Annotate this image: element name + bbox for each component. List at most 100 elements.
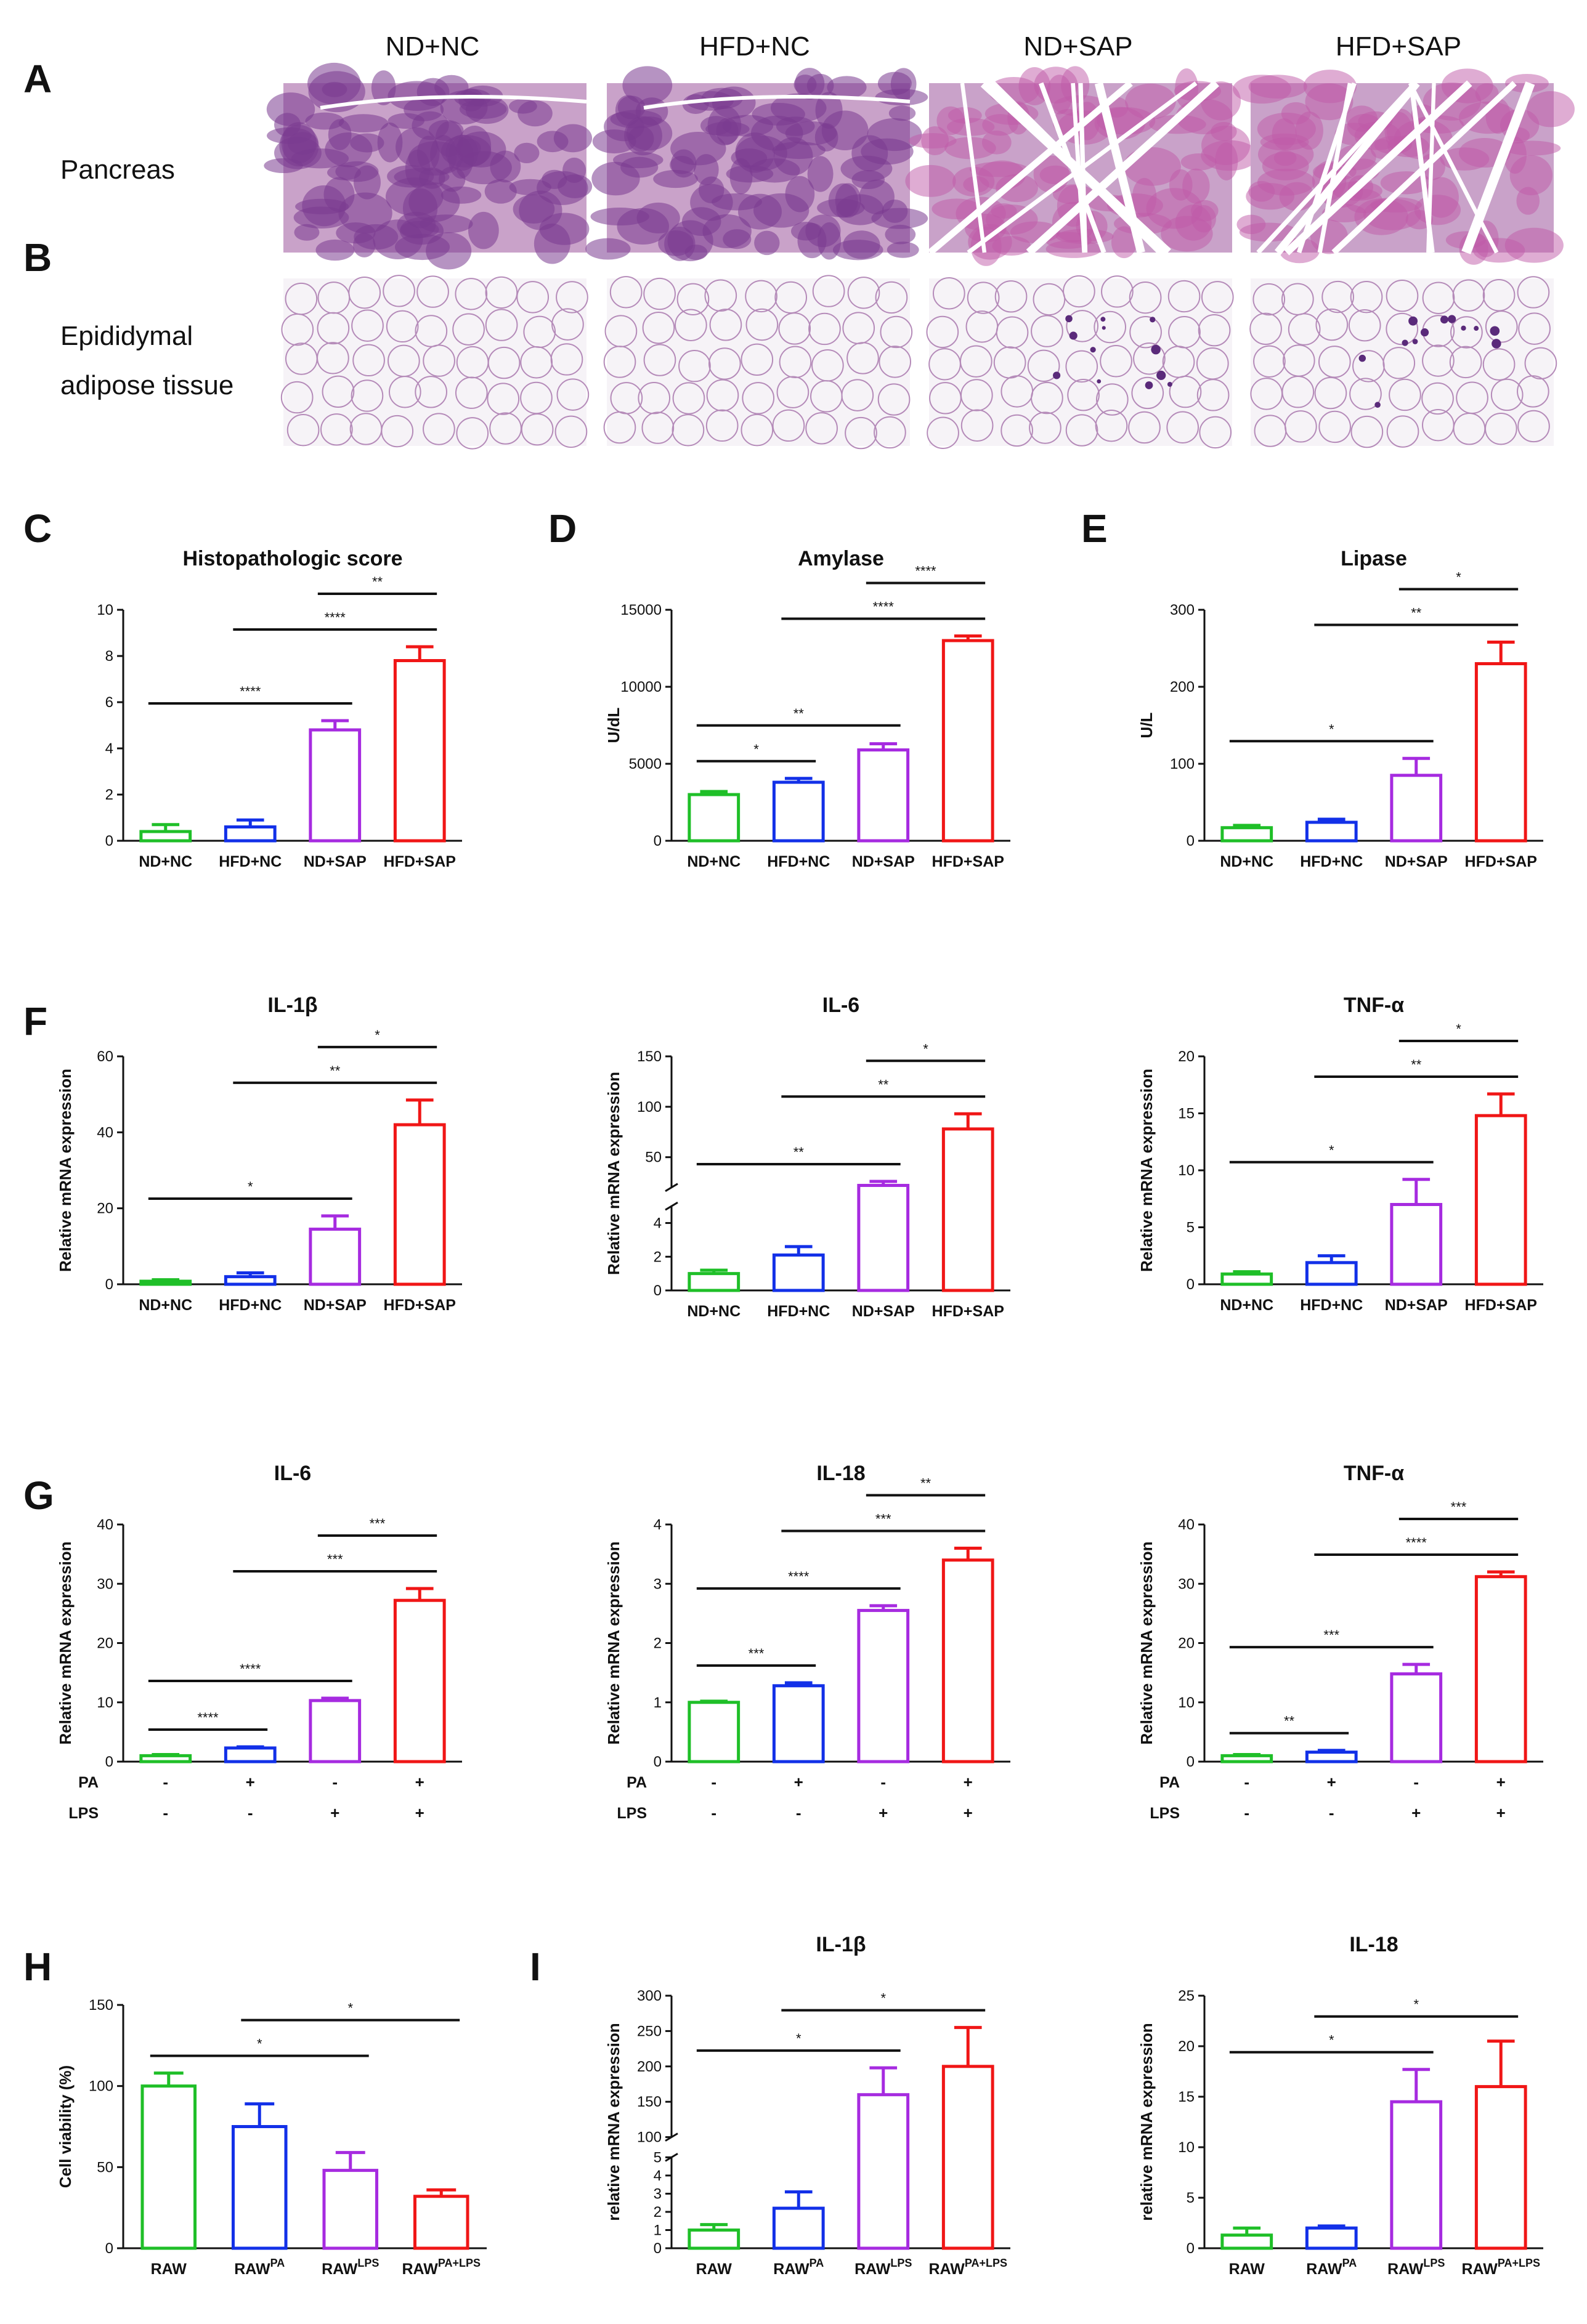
inflammatory-cell [1420, 328, 1429, 337]
inflammatory-cell [1069, 331, 1078, 340]
interlobular-gap [1426, 83, 1436, 253]
chart-4-il-6: 0 2 4 50 100 150 IL-6 Relative mRNA expression N… [604, 994, 1010, 1320]
panel-letter-i: I [530, 1945, 541, 1989]
adipocyte [1382, 347, 1416, 379]
inflammatory-cell [1440, 315, 1448, 324]
inflammatory-cell [1167, 381, 1172, 387]
y-tick-label: 15 [1178, 2089, 1195, 2105]
y-tick-label: 5 [654, 2149, 662, 2166]
chart-title: TNF-α [1344, 1462, 1404, 1485]
adipocyte [776, 376, 810, 408]
significance-label: **** [788, 1569, 810, 1584]
tissue-lobule [468, 211, 499, 249]
tissue-lobule [754, 230, 780, 256]
significance-label: **** [873, 599, 895, 615]
y-tick-label: 0 [105, 1276, 113, 1293]
treatment-sign: + [879, 1804, 888, 1822]
adipocyte [1133, 342, 1166, 375]
panel-letter-d: D [548, 506, 577, 551]
x-tick-label: HFD+NC [767, 1303, 830, 1320]
tissue-lobule [585, 238, 631, 260]
adipocyte [1129, 281, 1162, 314]
x-tick-label: RAW [1229, 2261, 1265, 2278]
x-tick-label: HFD+NC [1300, 853, 1363, 870]
significance-label: * [375, 1027, 380, 1043]
y-tick-label: 150 [637, 1048, 662, 1065]
histology-image-row0-col3 [1233, 68, 1575, 265]
significance-label: **** [915, 564, 936, 579]
inflammatory-cell [1490, 326, 1500, 336]
y-tick-label: 60 [97, 1048, 113, 1065]
y-axis-label: relative mRNA expression [1137, 2023, 1156, 2221]
y-tick-label: 3 [654, 2185, 662, 2202]
y-tick-label: 0 [1187, 833, 1195, 849]
treatment-sign: - [163, 1773, 168, 1791]
y-tick-label: 100 [637, 1099, 662, 1115]
tissue-lobule [1111, 226, 1137, 259]
y-axis-label: Relative mRNA expression [604, 1072, 623, 1275]
adipocyte [1349, 378, 1382, 410]
adipocyte [1422, 344, 1455, 377]
chart-title: Amylase [798, 547, 884, 570]
panel-letter-a: A [23, 57, 52, 101]
y-tick-label: 4 [105, 740, 113, 757]
histology-image-row1-col1 [603, 275, 913, 450]
significance-label: *** [1451, 1499, 1467, 1515]
x-tick-label: RAWLPS [322, 2257, 379, 2278]
adipocyte [521, 413, 554, 446]
adipocyte [772, 409, 805, 442]
chart-title: IL-1β [267, 994, 317, 1017]
adipocyte [1065, 414, 1098, 447]
inflammatory-cell [1065, 315, 1073, 323]
adipocyte [779, 346, 812, 378]
significance-label: **** [197, 1710, 219, 1725]
adipocyte [1167, 280, 1201, 313]
y-tick-label: 10 [97, 1694, 113, 1711]
histology-image-background [1251, 278, 1554, 446]
tissue-lobule [705, 121, 750, 137]
adipocyte [455, 376, 488, 409]
treatment-sign: - [880, 1773, 886, 1791]
treatment-label: PA [78, 1774, 99, 1791]
y-tick-label: 100 [637, 2129, 662, 2146]
tissue-lobule [1472, 238, 1525, 263]
adipocyte [1129, 315, 1162, 349]
adipocyte [1288, 313, 1321, 346]
inflammatory-cell [1374, 402, 1381, 408]
adipocyte [516, 281, 550, 314]
adipocyte [1314, 376, 1347, 410]
significance-label: ** [1411, 1057, 1422, 1072]
adipocyte [967, 281, 1000, 314]
tissue-lobule [1516, 187, 1540, 215]
tissue-lobule [1504, 140, 1561, 156]
tissue-lobule [514, 142, 540, 163]
adipocyte [485, 309, 518, 341]
x-tick-label: RAWPA+LPS [928, 2257, 1007, 2278]
adipocyte [1315, 308, 1349, 341]
y-axis-label: relative mRNA expression [604, 2023, 623, 2221]
adipocyte [452, 313, 485, 346]
significance-label: * [347, 2001, 353, 2016]
x-tick-label: HFD+NC [219, 853, 282, 870]
x-tick-label: ND+SAP [304, 1297, 367, 1314]
chart-11-il-18: 0 5 10 15 20 25 IL-18 relative mRNA expression R… [1137, 1933, 1543, 2278]
y-axis-label: Relative mRNA expression [1137, 1069, 1156, 1272]
chart-title: Lipase [1341, 547, 1407, 570]
inflammatory-cell [1151, 344, 1161, 355]
treatment-label: LPS [68, 1805, 99, 1822]
chart-title: IL-18 [816, 1462, 865, 1485]
tissue-lobule [264, 158, 303, 174]
adipocyte [1128, 411, 1161, 444]
adipocyte [675, 309, 707, 341]
adipocyte [1386, 279, 1419, 312]
chart-6-il-6: 0 10 20 30 40 IL-6 Relative mRNA expression PA -… [56, 1462, 462, 1822]
adipocyte [846, 342, 879, 375]
tissue-lobule [558, 174, 593, 198]
adipocyte [1031, 381, 1063, 415]
adipocyte [960, 379, 993, 411]
y-tick-label: 1 [654, 2222, 662, 2238]
y-tick-label: 0 [654, 2240, 662, 2257]
adipocyte [1318, 346, 1351, 378]
x-tick-label: RAWLPS [854, 2257, 912, 2278]
